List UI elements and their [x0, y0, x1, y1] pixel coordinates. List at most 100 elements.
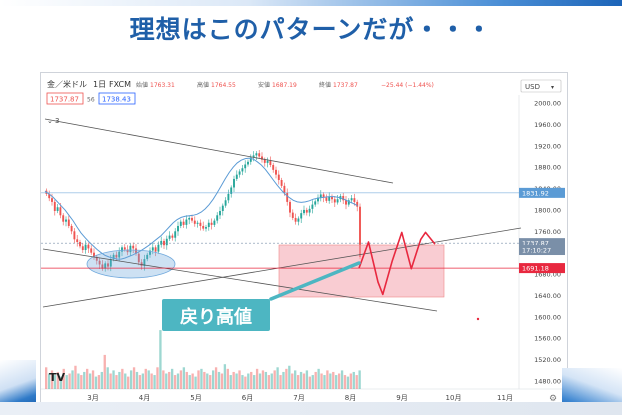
volume-bar — [267, 375, 270, 389]
trendlines — [42, 118, 522, 312]
volume-bar — [229, 375, 232, 389]
candle-body — [210, 222, 213, 225]
chart-canvas[interactable]: 金／米ドル 1日 FXCM 始値 1763.31 高値 1764.55 安値 1687.1… — [41, 73, 567, 404]
candle-body — [174, 231, 177, 238]
volume-bar — [65, 375, 68, 389]
volume-bar — [340, 370, 344, 389]
candle-body — [286, 192, 289, 202]
volume-bar — [217, 371, 221, 389]
candle-body — [51, 198, 53, 202]
candle-body — [249, 157, 252, 162]
callout-label-box — [162, 299, 270, 331]
volume-bar — [159, 330, 162, 389]
volume-bar — [320, 373, 323, 389]
volume-bars — [45, 330, 361, 389]
candle-body — [121, 247, 123, 252]
candle-body — [73, 231, 76, 240]
candle-body — [244, 164, 247, 169]
volume-bar — [185, 371, 188, 389]
currency-label: USD — [525, 83, 540, 91]
volume-bar — [168, 371, 171, 389]
volume-bar — [80, 375, 83, 389]
candle-body — [112, 254, 115, 260]
volume-bar — [200, 368, 203, 389]
volume-bar — [296, 375, 300, 389]
candle-body — [233, 178, 235, 188]
candle-body — [305, 209, 308, 213]
candle-body — [107, 263, 109, 267]
price-tick-label: 1480.00 — [534, 377, 561, 385]
ohlc-value: 1764.55 — [211, 82, 236, 89]
candle-body — [283, 185, 286, 193]
volume-bar — [115, 375, 118, 389]
candle-body — [199, 222, 202, 226]
volume-bar — [358, 370, 361, 389]
timeframe-label[interactable]: 1日 — [93, 80, 106, 89]
collapse-chevron-icon[interactable]: ⌄ — [47, 117, 53, 125]
volume-bar — [147, 370, 150, 389]
time-tick-label: 9月 — [396, 394, 407, 402]
candle-body — [322, 194, 325, 198]
volume-bar — [88, 373, 92, 389]
volume-bar — [188, 375, 191, 389]
candle-body — [221, 205, 224, 211]
currency-selector[interactable] — [520, 79, 562, 93]
tradingview-chart[interactable]: 金／米ドル 1日 FXCM 始値 1763.31 高値 1764.55 安値 1687.1… — [40, 72, 568, 404]
volume-bar — [285, 368, 288, 389]
volume-bar — [346, 376, 350, 389]
ohlc-label: 始値 — [136, 81, 148, 89]
price-tick-label: 1960.00 — [534, 121, 561, 129]
callout-label-text: 戻り高値 — [180, 306, 252, 328]
volume-bar — [355, 375, 358, 389]
tradingview-logo-icon[interactable]: TV — [49, 371, 66, 384]
volume-bar — [223, 364, 227, 389]
candle-body — [70, 225, 73, 232]
time-tick-label: 7月 — [293, 394, 304, 402]
candle-body — [317, 197, 319, 202]
projection-dot — [476, 317, 480, 321]
volume-bar — [311, 375, 314, 389]
bid-box[interactable] — [46, 92, 84, 105]
source-label: FXCM — [109, 80, 131, 89]
volume-bar — [261, 370, 265, 389]
ask-box[interactable] — [98, 92, 136, 105]
volume-bar — [144, 368, 147, 389]
volume-bar — [302, 373, 306, 389]
volume-bar — [109, 373, 112, 389]
volume-bar — [273, 370, 276, 389]
time-axis[interactable]: 3月 4月 5月 6月 7月 8月 9月 10月 11月 — [87, 394, 513, 402]
settings-gear-icon[interactable]: ⚙ — [549, 394, 557, 404]
candle-body — [356, 201, 359, 207]
volume-bar — [270, 373, 273, 389]
candle-body — [266, 160, 269, 163]
candle-body — [311, 204, 314, 209]
candle-body — [104, 263, 107, 269]
time-tick-label: 6月 — [242, 394, 253, 402]
volume-bar — [112, 370, 115, 389]
price-badge-text: 1831.92 — [522, 189, 549, 197]
time-tick-label: 11月 — [497, 394, 513, 402]
volume-bar — [305, 370, 309, 389]
candle-body — [76, 239, 79, 242]
volume-bar — [135, 371, 139, 389]
volume-bar — [121, 368, 124, 389]
volume-bar — [45, 367, 48, 389]
candle-body — [90, 248, 93, 253]
volume-bar — [68, 373, 71, 389]
volume-bar — [244, 376, 247, 389]
candle-body — [297, 218, 300, 222]
volume-bar — [294, 370, 297, 389]
volume-bar — [282, 371, 285, 389]
volume-bar — [349, 373, 353, 389]
volume-bar — [203, 371, 206, 389]
candle-body — [289, 201, 291, 213]
candle-body — [241, 168, 244, 172]
ohlc-values: 始値 1763.31 高値 1764.55 安値 1687.19 終値 1737.87 — [136, 81, 358, 89]
volume-bar — [153, 375, 156, 389]
volume-bar — [173, 375, 177, 389]
bid-price: 1737.87 — [50, 96, 79, 104]
price-badge-text: 17:10:27 — [522, 247, 551, 255]
volume-bar — [209, 375, 212, 389]
volume-bar — [165, 373, 168, 389]
volume-bar — [47, 373, 51, 389]
